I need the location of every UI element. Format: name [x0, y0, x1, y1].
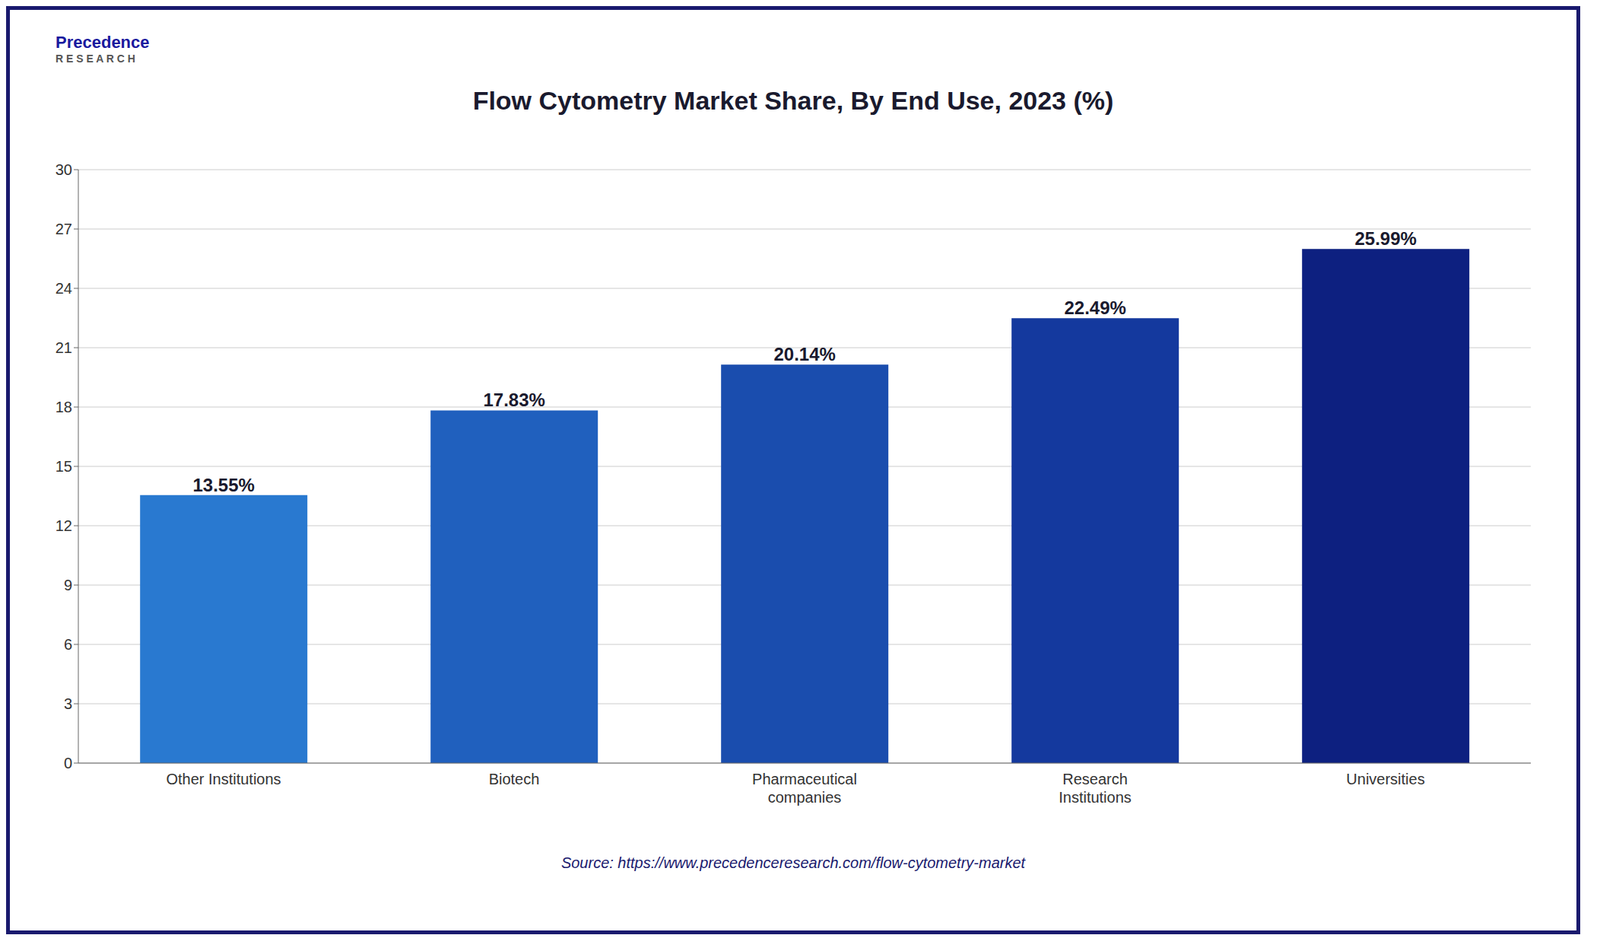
svg-text:13.55%: 13.55% [192, 474, 254, 496]
svg-text:Pharmaceuticalcompanies: Pharmaceuticalcompanies [752, 770, 858, 806]
svg-text:Universities: Universities [1346, 770, 1425, 788]
html-text:Precedence: Precedence [55, 32, 150, 52]
svg-text:15: 15 [55, 457, 73, 475]
svg-text:17.83%: 17.83% [482, 389, 545, 410]
svg-text:21: 21 [55, 339, 73, 356]
svg-text:24: 24 [55, 279, 73, 297]
svg-text:12: 12 [55, 517, 73, 534]
svg-text:27: 27 [55, 220, 73, 238]
svg-text:Other Institutions: Other Institutions [165, 770, 281, 788]
html-text:R E S E A R C H: R E S E A R C H [55, 52, 136, 65]
svg-text:9: 9 [63, 576, 73, 594]
svg-text:18: 18 [55, 398, 73, 416]
svg-text:0: 0 [63, 754, 73, 772]
svg-text:3: 3 [63, 695, 73, 712]
html-text:Source: https://www.precedence: Source: https://www.precedenceresearch.c… [561, 853, 1026, 871]
svg-text:30: 30 [55, 161, 73, 178]
html-text:Flow Cytometry Market Share, B: Flow Cytometry Market Share, By End Use,… [472, 85, 1114, 115]
svg-text:6: 6 [63, 635, 73, 653]
svg-text:ResearchInstitutions: ResearchInstitutions [1058, 770, 1132, 806]
svg-text:Biotech: Biotech [488, 770, 540, 788]
svg-text:22.49%: 22.49% [1063, 297, 1126, 318]
svg-text:20.14%: 20.14% [773, 343, 835, 365]
svg-text:25.99%: 25.99% [1354, 228, 1416, 249]
